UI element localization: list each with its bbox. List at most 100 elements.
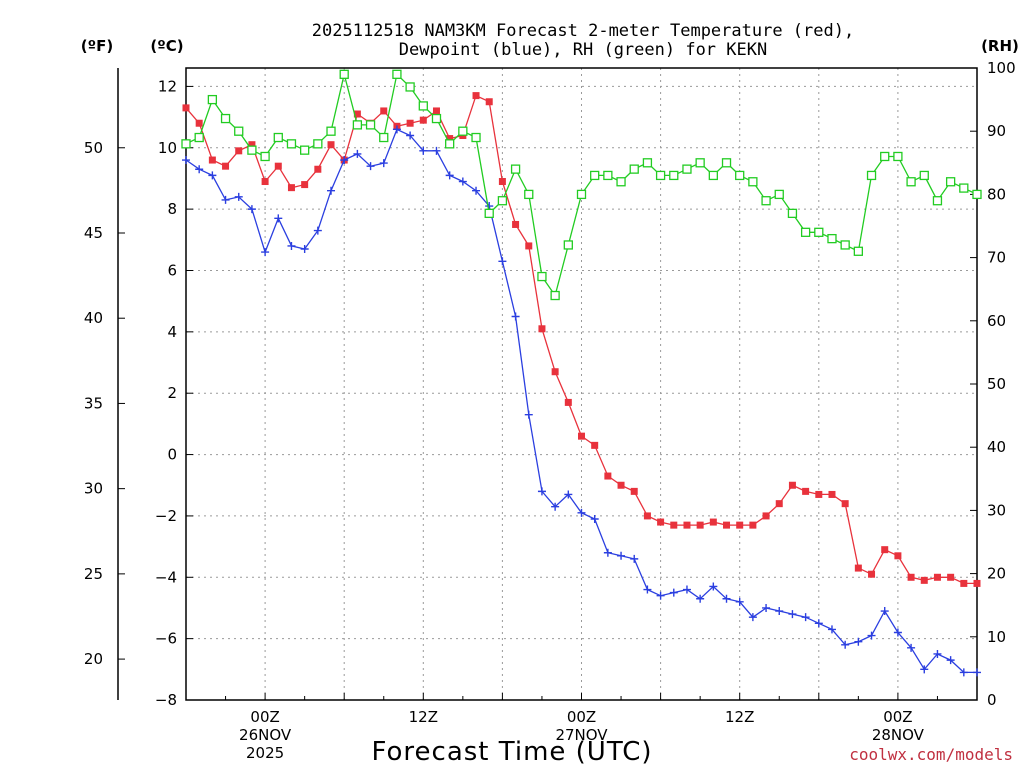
temperature-point: [419, 116, 427, 124]
rh-point: [866, 170, 877, 181]
dewpoint-point: [590, 514, 599, 523]
celsius-unit-label: (ºC): [150, 37, 183, 55]
rh-point: [352, 120, 363, 130]
rh-point: [761, 196, 771, 206]
rh-point: [959, 183, 969, 193]
rh-point: [787, 208, 798, 219]
rh-point: [603, 170, 613, 181]
dewpoint-point: [564, 490, 573, 499]
temperature-point: [947, 573, 955, 581]
dewpoint-point: [788, 610, 797, 619]
rh-point: [748, 177, 758, 187]
temperature-point: [749, 521, 757, 529]
rh-point: [695, 158, 705, 168]
dewpoint-point: [577, 508, 586, 517]
x-tick-label: 27NOV: [555, 726, 608, 744]
temperature-point: [788, 481, 796, 489]
fahrenheit-tick-label: 30: [84, 480, 103, 498]
x-tick-label: 00Z: [250, 708, 279, 726]
dewpoint-point: [353, 149, 362, 158]
dewpoint-point: [366, 162, 375, 171]
gridlines: [186, 68, 977, 701]
dewpoint-point: [893, 628, 902, 637]
dewpoint-point: [801, 613, 810, 622]
series: [181, 69, 982, 677]
dewpoint-point: [340, 156, 349, 165]
rh-point: [471, 132, 481, 143]
dewpoint-point: [195, 165, 204, 174]
rh-point: [682, 164, 692, 174]
rh-tick-label: 0: [987, 691, 997, 709]
fahrenheit-tick-label: 50: [84, 139, 103, 157]
rh-series: [181, 69, 982, 301]
temperature-point: [525, 242, 533, 250]
rh-point: [339, 69, 349, 79]
dewpoint-point: [617, 551, 626, 560]
rh-tick-label: 60: [987, 312, 1006, 330]
dewpoint-point: [524, 410, 533, 419]
rh-point: [655, 170, 666, 181]
rh-point: [576, 189, 587, 200]
rh-point: [418, 101, 428, 111]
dewpoint-point: [630, 554, 639, 563]
rh-point: [629, 164, 639, 174]
rh-point: [642, 158, 653, 168]
rh-point: [906, 177, 916, 187]
celsius-tick-label: 0: [167, 446, 177, 464]
temperature-point: [498, 178, 506, 186]
temperature-point: [235, 147, 243, 155]
rh-point: [814, 227, 824, 237]
temperature-point: [762, 512, 770, 520]
temperature-point: [657, 518, 665, 526]
dewpoint-point: [603, 548, 612, 557]
celsius-tick-label: 12: [158, 77, 177, 95]
rh-point: [510, 164, 521, 174]
chart-title-line-2: Dewpoint (blue), RH (green) for KEKN: [399, 40, 767, 60]
temperature-point: [736, 521, 744, 529]
rh-unit-label: (RH): [981, 37, 1019, 55]
dewpoint-point: [234, 192, 243, 201]
rh-point: [919, 170, 929, 181]
fahrenheit-unit-label: (ºF): [81, 37, 113, 55]
rh-point: [537, 271, 547, 282]
rh-point: [524, 189, 534, 200]
temperature-point: [841, 500, 849, 508]
rh-point: [800, 227, 811, 237]
x-axis-label: Forecast Time (UTC): [371, 737, 652, 767]
dewpoint-point: [762, 603, 771, 612]
rh-tick-label: 50: [987, 375, 1006, 393]
dewpoint-point: [472, 186, 481, 195]
rh-point: [840, 240, 850, 250]
rh-point: [234, 126, 244, 136]
rh-point: [365, 120, 376, 130]
dewpoint-point: [458, 177, 467, 186]
rh-point: [392, 69, 402, 79]
rh-point: [616, 177, 626, 187]
dewpoint-point: [735, 597, 744, 606]
dewpoint-point: [182, 156, 190, 165]
chart-title-line-1: 2025112518 NAM3KM Forecast 2-meter Tempe…: [312, 21, 854, 41]
dewpoint-point: [814, 619, 823, 628]
rh-tick-label: 10: [987, 628, 1006, 646]
temperature-point: [854, 564, 862, 572]
temperature-point: [446, 135, 454, 143]
celsius-tick-label: 4: [167, 323, 177, 341]
dewpoint-point: [656, 591, 665, 600]
dewpoint-point: [419, 146, 428, 155]
dewpoint-point: [313, 226, 322, 235]
rh-point: [207, 94, 218, 105]
fahrenheit-tick-label: 20: [84, 650, 103, 668]
dewpoint-point: [643, 585, 652, 594]
dewpoint-point: [933, 649, 942, 658]
rh-point: [273, 132, 283, 143]
dewpoint-point: [537, 487, 546, 496]
rh-point: [299, 145, 310, 155]
temperature-point: [960, 579, 968, 587]
temperature-point: [775, 500, 783, 508]
celsius-tick-label: −6: [155, 630, 177, 648]
temperature-point: [564, 398, 572, 406]
celsius-tick-label: −2: [155, 507, 177, 525]
temperature-point: [485, 98, 493, 106]
